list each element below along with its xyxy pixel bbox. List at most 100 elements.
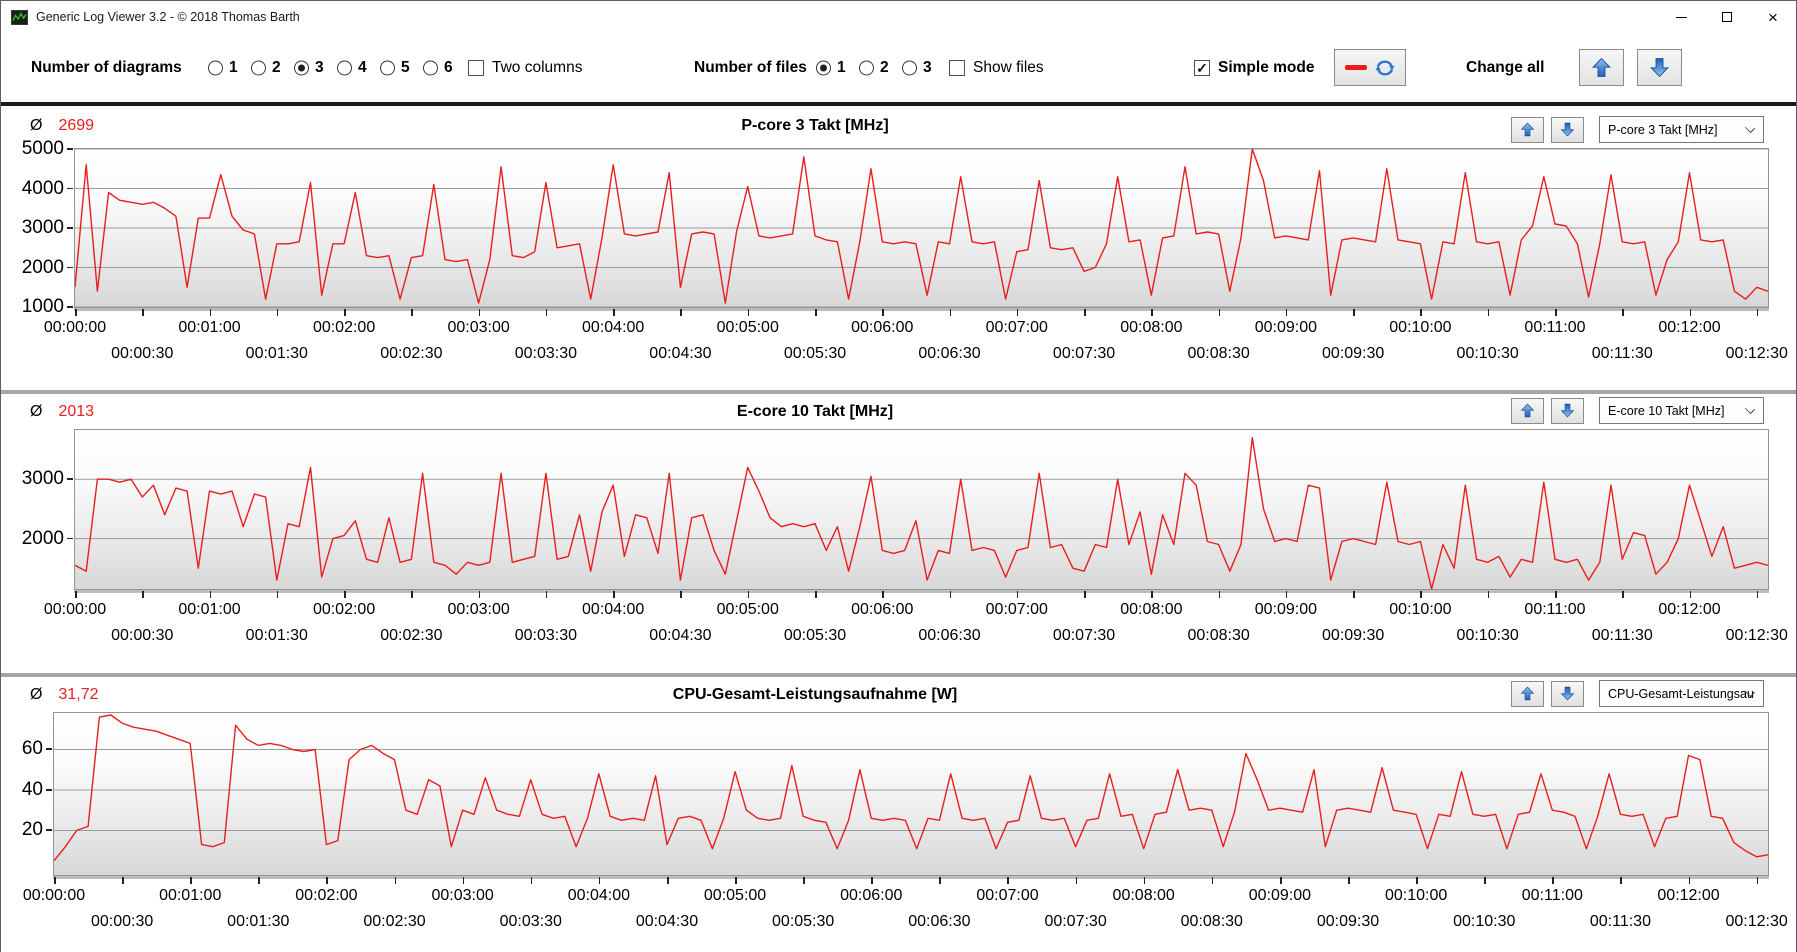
- diagrams-radio-1[interactable]: [208, 60, 223, 75]
- x-axis-tick: [1420, 591, 1423, 598]
- x-axis-tick: [258, 877, 260, 884]
- x-axis-label: 00:12:00: [1657, 887, 1720, 904]
- x-axis-tick: [276, 309, 279, 316]
- close-button[interactable]: ×: [1750, 1, 1796, 33]
- change-all-up-button[interactable]: [1579, 49, 1624, 86]
- x-axis-label: 00:11:30: [1589, 913, 1651, 930]
- y-axis-label: 60: [21, 738, 43, 760]
- diagrams-radio-3-label: 3: [315, 58, 324, 76]
- arrow-up-icon: [1520, 122, 1535, 137]
- x-axis-tick: [530, 877, 533, 884]
- x-axis-tick: [75, 591, 77, 598]
- x-axis-label: 00:05:30: [783, 345, 847, 362]
- change-all-down-button[interactable]: [1637, 49, 1682, 86]
- chart-header-controls: P-core 3 Takt [MHz]: [1511, 116, 1764, 143]
- y-axis-tick: [46, 748, 52, 751]
- x-axis-tick: [1348, 877, 1350, 884]
- average-readout: Ø 2699: [30, 117, 94, 135]
- x-axis-label: 00:11:30: [1591, 345, 1653, 362]
- y-axis-tick: [67, 306, 73, 308]
- show-files-checkbox[interactable]: [949, 59, 965, 76]
- diagrams-radio-3[interactable]: [294, 60, 309, 75]
- x-axis-label: 00:05:30: [772, 913, 835, 930]
- x-axis-label: 00:09:30: [1322, 627, 1385, 644]
- x-axis-tick: [939, 877, 941, 884]
- x-axis-label: 00:11:00: [1524, 601, 1586, 618]
- move-chart-up-button[interactable]: [1511, 116, 1544, 143]
- refresh-lines-button[interactable]: [1334, 49, 1406, 86]
- diagrams-radio-2[interactable]: [251, 60, 266, 75]
- y-axis-label: 5000: [21, 138, 64, 159]
- y-axis-label: 3000: [21, 217, 64, 238]
- x-axis-tick: [1285, 309, 1288, 316]
- files-radio-1[interactable]: [816, 60, 831, 75]
- move-chart-down-button[interactable]: [1551, 680, 1584, 707]
- two-columns-checkbox[interactable]: [468, 59, 484, 76]
- x-axis-tick: [814, 309, 817, 316]
- diagrams-radio-6[interactable]: [423, 60, 438, 75]
- signal-select-value: CPU-Gesamt-Leistungsau: [1608, 686, 1754, 701]
- y-axis-label: 2000: [21, 527, 64, 549]
- x-axis-label: 00:01:00: [178, 601, 241, 618]
- average-value: 2699: [58, 117, 95, 134]
- move-chart-down-button[interactable]: [1551, 116, 1584, 143]
- x-axis-tick: [142, 591, 144, 598]
- x-axis-label: 00:02:00: [312, 601, 376, 618]
- x-axis-tick: [1151, 591, 1153, 598]
- x-axis-label: 00:01:00: [178, 319, 241, 336]
- x-axis-label: 00:02:30: [380, 627, 443, 644]
- move-chart-up-button[interactable]: [1511, 680, 1544, 707]
- x-axis-label: 00:09:30: [1316, 913, 1380, 930]
- x-axis-tick: [411, 591, 413, 598]
- x-axis-label: 00:08:00: [1112, 887, 1175, 904]
- simple-mode-label: Simple mode: [1218, 58, 1315, 76]
- x-axis-tick: [680, 591, 683, 598]
- change-all-label: Change all: [1466, 58, 1545, 76]
- x-axis-label: 00:12:30: [1725, 627, 1788, 644]
- x-axis-label: 00:02:00: [312, 319, 376, 336]
- diagrams-radio-4[interactable]: [337, 60, 352, 75]
- y-axis-label: 20: [21, 819, 43, 841]
- x-axis-tick: [344, 591, 346, 598]
- x-axis-tick: [1084, 591, 1086, 598]
- x-axis-label: 00:09:00: [1248, 887, 1312, 904]
- y-axis-tick: [67, 187, 73, 190]
- simple-mode-checkbox[interactable]: ✓: [1194, 59, 1210, 76]
- x-axis-label: 00:11:00: [1521, 887, 1583, 904]
- x-axis-tick: [1353, 591, 1355, 598]
- x-axis-label: 00:05:00: [716, 601, 779, 618]
- move-chart-down-button[interactable]: [1551, 397, 1584, 424]
- x-axis-tick: [1484, 877, 1486, 884]
- x-axis-tick: [326, 877, 329, 884]
- x-axis-label: 00:04:00: [582, 319, 645, 336]
- x-axis-tick: [1689, 591, 1692, 598]
- separator: [1, 390, 1796, 394]
- x-axis-label: 00:00:30: [90, 913, 154, 930]
- move-chart-up-button[interactable]: [1511, 397, 1544, 424]
- x-axis-label: 00:05:00: [716, 319, 779, 336]
- files-radio-3[interactable]: [902, 60, 917, 75]
- signal-select-dropdown[interactable]: P-core 3 Takt [MHz]: [1599, 116, 1764, 143]
- plot-area: [74, 148, 1769, 308]
- x-axis-tick: [1416, 877, 1418, 884]
- minimize-button[interactable]: [1658, 1, 1704, 33]
- x-axis-label: 00:02:00: [295, 887, 358, 904]
- line-chart: [75, 149, 1768, 307]
- diagrams-radio-5[interactable]: [380, 60, 395, 75]
- x-axis-label: 00:06:30: [918, 627, 981, 644]
- x-axis-label: 00:00:00: [43, 319, 107, 336]
- x-axis-tick: [1151, 309, 1153, 316]
- x-axis-tick: [462, 877, 465, 884]
- signal-select-dropdown[interactable]: CPU-Gesamt-Leistungsau: [1599, 680, 1764, 707]
- x-axis-label: 00:08:30: [1187, 627, 1250, 644]
- x-axis-label: 00:07:00: [985, 319, 1048, 336]
- diagrams-radio-6-label: 6: [444, 58, 453, 76]
- x-axis-label: 00:06:30: [908, 913, 971, 930]
- refresh-icon: [1374, 59, 1395, 76]
- x-axis-tick: [1688, 877, 1691, 884]
- x-axis-label: 00:10:30: [1456, 345, 1519, 362]
- files-radio-2[interactable]: [859, 60, 874, 75]
- x-axis-label: 00:05:00: [703, 887, 767, 904]
- maximize-button[interactable]: [1704, 1, 1750, 33]
- signal-select-dropdown[interactable]: E-core 10 Takt [MHz]: [1599, 397, 1764, 424]
